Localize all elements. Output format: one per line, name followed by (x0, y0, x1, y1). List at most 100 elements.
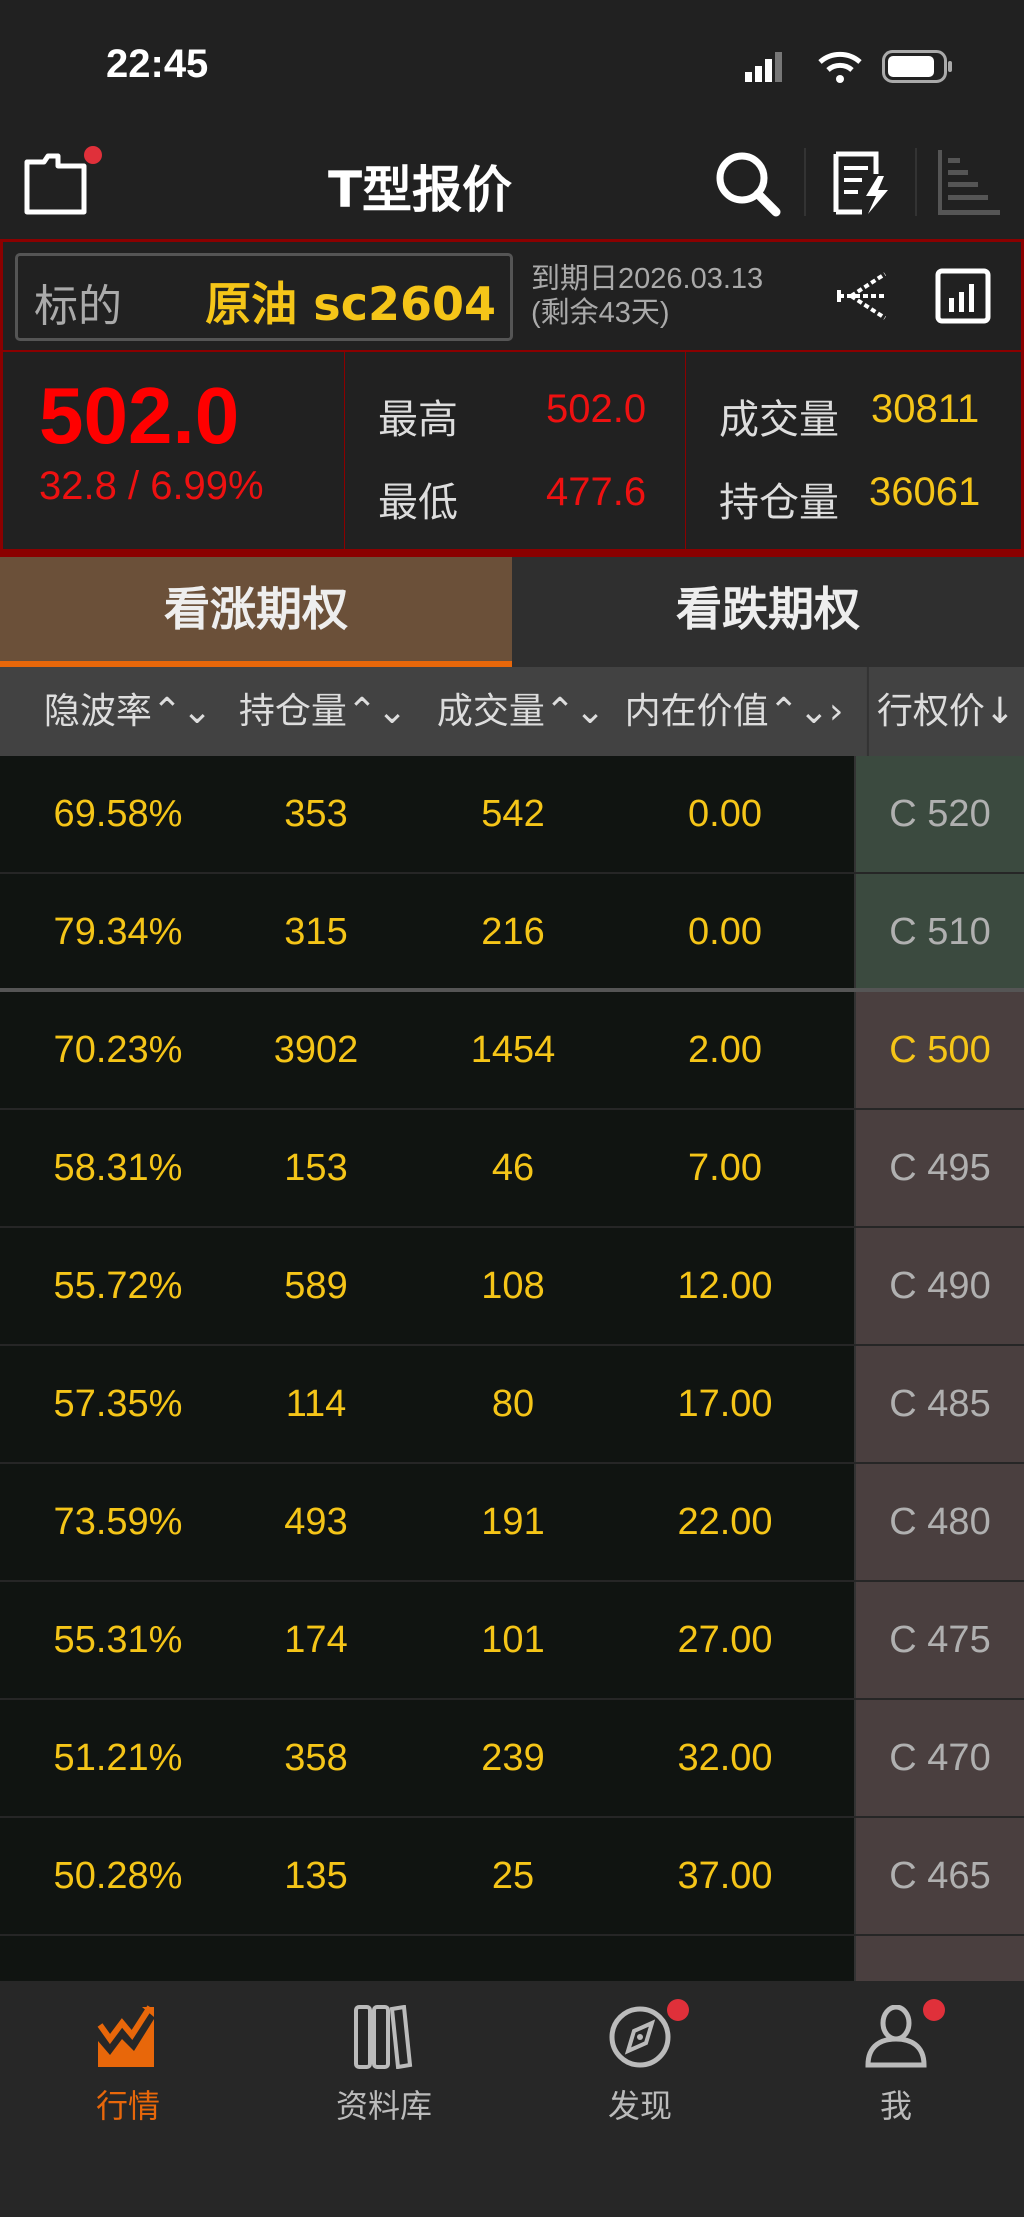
cell-intrinsic: 27.00 (677, 1619, 773, 1661)
column-header-iv[interactable]: 隐波率⌃⌄ (44, 667, 212, 756)
column-label: 持仓量 (238, 691, 347, 732)
tab-calls[interactable]: 看涨期权 (0, 557, 512, 667)
low-value: 477.6 (546, 470, 647, 514)
strike-price[interactable]: C 500 (854, 992, 1024, 1108)
list-bars-icon[interactable] (936, 150, 1002, 216)
tab-library[interactable]: 资料库 (304, 2004, 464, 2127)
table-row[interactable]: 69.58% 353 542 0.00 C 520 (0, 756, 1024, 874)
cell-vol: 191 (481, 1501, 545, 1543)
low-label: 最低 (378, 480, 458, 526)
strike-price (854, 1936, 1024, 1981)
column-label: 成交量 (436, 691, 545, 732)
strike-price[interactable]: C 520 (854, 756, 1024, 872)
divider (344, 352, 345, 552)
cell-vol: 80 (491, 1383, 535, 1425)
tab-label: 发现 (607, 2087, 672, 2125)
table-header: 隐波率⌃⌄ 持仓量⌃⌄ 成交量⌃⌄ 内在价值⌃⌄› 行权价↓ (0, 667, 1024, 756)
strike-price[interactable]: C 470 (854, 1700, 1024, 1816)
strike-price[interactable]: C 485 (854, 1346, 1024, 1462)
tab-label: 我 (879, 2087, 912, 2125)
column-header-volume[interactable]: 成交量⌃⌄ (437, 667, 605, 756)
oi-label: 持仓量 (719, 480, 839, 526)
cell-iv: 58.31% (53, 1147, 183, 1189)
folder-badge (84, 146, 102, 164)
table-row[interactable]: 70.23% 3902 1454 2.00 C 500 (0, 992, 1024, 1110)
tab-me[interactable]: 我 (816, 2004, 976, 2127)
cell-vol: 239 (481, 1737, 545, 1779)
divider (685, 352, 686, 552)
tab-label: 行情 (95, 2087, 160, 2125)
cell-oi: 3902 (273, 1029, 359, 1071)
strike-price[interactable]: C 495 (854, 1110, 1024, 1226)
table-row[interactable]: 57.35% 114 80 17.00 C 485 (0, 1346, 1024, 1464)
last-price: 502.0 (39, 371, 240, 460)
column-label: 隐波率 (43, 691, 152, 732)
page-title: T型报价 (327, 161, 513, 219)
cell-oi: 174 (284, 1619, 348, 1661)
table-row[interactable]: 55.72% 589 108 12.00 C 490 (0, 1228, 1024, 1346)
quote-header: 标的 原油 sc2604 到期日2026.03.13 (剩余43天) 502.0… (0, 239, 1024, 557)
cell-oi: 589 (284, 1265, 348, 1307)
days-remaining: (剩余43天) (531, 297, 670, 329)
compass-icon (609, 2006, 671, 2068)
strike-price[interactable]: C 480 (854, 1464, 1024, 1580)
note-edit-icon[interactable] (832, 150, 892, 220)
strike-price[interactable]: C 510 (854, 874, 1024, 988)
expiry-date: 到期日2026.03.13 (531, 263, 764, 295)
column-label: 内在价值 (624, 691, 769, 732)
wifi-icon (818, 51, 862, 83)
sort-icon: ⌃⌄› (768, 691, 844, 732)
cell-oi: 358 (284, 1737, 348, 1779)
strike-price[interactable]: C 475 (854, 1582, 1024, 1698)
cell-oi: 135 (284, 1855, 348, 1897)
cell-intrinsic: 12.00 (677, 1265, 773, 1307)
cell-vol: 108 (481, 1265, 545, 1307)
cell-iv: 57.35% (53, 1383, 183, 1425)
table-row[interactable]: 55.31% 174 101 27.00 C 475 (0, 1582, 1024, 1700)
underlying-value: 原油 sc2604 (205, 277, 496, 331)
table-row[interactable]: 73.59% 493 191 22.00 C 480 (0, 1464, 1024, 1582)
cell-intrinsic: 32.00 (677, 1737, 773, 1779)
cell-oi: 353 (284, 793, 348, 835)
cell-vol: 1454 (470, 1029, 556, 1071)
cell-iv: 50.28% (53, 1855, 183, 1897)
chart-icon[interactable] (935, 268, 991, 324)
battery-icon (882, 50, 952, 83)
column-header-intrinsic[interactable]: 内在价值⌃⌄› (625, 667, 844, 756)
tab-discover[interactable]: 发现 (560, 2005, 720, 2127)
table-row-partial (0, 1936, 1024, 1981)
underlying-selector[interactable]: 标的 原油 sc2604 (15, 253, 513, 341)
table-row[interactable]: 79.34% 315 216 0.00 C 510 (0, 874, 1024, 992)
cell-iv: 51.21% (53, 1737, 183, 1779)
cell-intrinsic: 22.00 (677, 1501, 773, 1543)
bottom-tab-bar: 行情 资料库 发现 我 (0, 1981, 1024, 2217)
cell-vol: 46 (491, 1147, 535, 1189)
cell-intrinsic: 7.00 (688, 1147, 762, 1189)
cell-intrinsic: 0.00 (688, 793, 762, 835)
cell-oi: 114 (285, 1383, 347, 1425)
tab-label: 资料库 (335, 2087, 432, 2125)
tab-market[interactable]: 行情 (48, 2005, 208, 2127)
column-header-oi[interactable]: 持仓量⌃⌄ (239, 667, 407, 756)
cell-iv: 69.58% (53, 793, 183, 835)
share-tree-icon[interactable] (835, 268, 891, 324)
volume-label: 成交量 (719, 397, 839, 443)
cell-intrinsic: 37.00 (677, 1855, 773, 1897)
table-row[interactable]: 58.31% 153 46 7.00 C 495 (0, 1110, 1024, 1228)
oi-value: 36061 (869, 470, 981, 514)
cell-iv: 70.23% (53, 1029, 183, 1071)
sort-icon: ⌃⌄ (151, 691, 213, 732)
nav-bar: T型报价 (0, 130, 1024, 238)
option-chain-list[interactable]: 69.58% 353 542 0.00 C 520 79.34% 315 216 0.00 C 5… (0, 756, 1024, 1981)
tab-puts[interactable]: 看跌期权 (512, 557, 1024, 667)
strike-price[interactable]: C 465 (854, 1818, 1024, 1934)
table-row[interactable]: 51.21% 358 239 32.00 C 470 (0, 1700, 1024, 1818)
search-icon[interactable] (714, 150, 784, 220)
status-time: 22:45 (106, 42, 209, 86)
status-bar: 22:45 (0, 0, 1024, 130)
volume-value: 30811 (871, 387, 980, 431)
folder-icon[interactable] (24, 152, 104, 216)
table-row[interactable]: 50.28% 135 25 37.00 C 465 (0, 1818, 1024, 1936)
strike-price[interactable]: C 490 (854, 1228, 1024, 1344)
column-header-strike[interactable]: 行权价↓ (866, 667, 1015, 756)
